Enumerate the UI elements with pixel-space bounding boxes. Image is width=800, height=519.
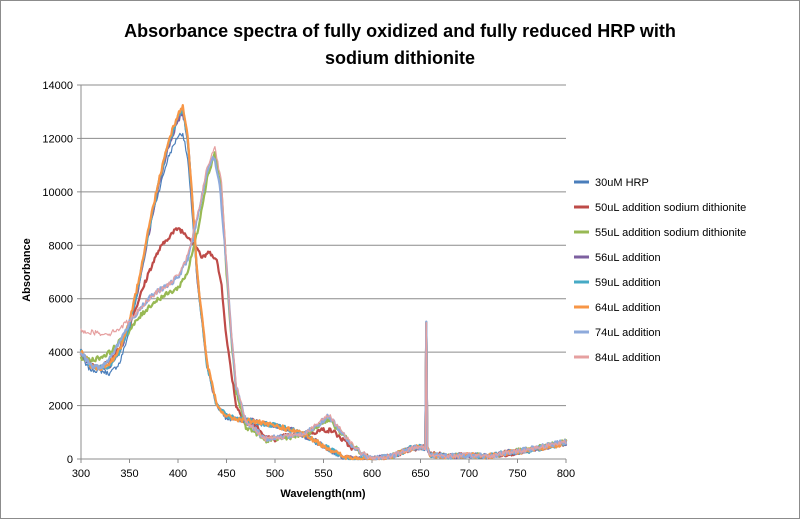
y-tick-labels: 0 2000 4000 6000 8000 10000 12000 14000 — [42, 80, 73, 466]
legend-entry-label: 59uL addition — [595, 277, 661, 289]
x-tick-label: 300 — [72, 468, 90, 480]
y-tick-label: 0 — [67, 454, 73, 466]
legend-entry-label: 84uL addition — [595, 352, 661, 364]
x-tick-label: 400 — [169, 468, 187, 480]
x-axis-title: Wavelength(nm) — [280, 488, 365, 500]
x-tick-label: 600 — [363, 468, 381, 480]
x-tick-label: 500 — [266, 468, 284, 480]
y-axis-title: Absorbance — [21, 238, 33, 302]
x-tick-label: 700 — [460, 468, 478, 480]
y-tick-label: 2000 — [49, 401, 73, 413]
chart-title-line-1: Absorbance spectra of fully oxidized and… — [124, 21, 676, 41]
chart-title-line-2: sodium dithionite — [325, 48, 475, 68]
x-tick-labels: 300 350 400 450 500 550 600 650 700 750 800 — [72, 468, 575, 480]
plot-series — [79, 104, 568, 461]
x-tick-label: 750 — [508, 468, 526, 480]
legend-entry-label: 30uM HRP — [595, 177, 649, 189]
legend-entry-label: 56uL addition — [595, 252, 661, 264]
legend-entry-label: 50uL addition sodium dithionite — [595, 202, 746, 214]
y-tick-label: 10000 — [42, 187, 73, 199]
series-line — [80, 146, 567, 460]
y-tick-label: 12000 — [42, 133, 73, 145]
x-tick-label: 650 — [411, 468, 429, 480]
x-tick-label: 550 — [314, 468, 332, 480]
y-tick-label: 6000 — [49, 294, 73, 306]
x-tick-label: 450 — [217, 468, 235, 480]
x-tick-label: 800 — [557, 468, 575, 480]
y-tick-label: 14000 — [42, 80, 73, 92]
legend: 30uM HRP 50uL addition sodium dithionite 5… — [574, 177, 746, 364]
y-tick-label: 8000 — [49, 240, 73, 252]
legend-entry-label: 64uL addition — [595, 302, 661, 314]
y-tick-label: 4000 — [49, 347, 73, 359]
x-tick-label: 350 — [120, 468, 138, 480]
legend-entry-label: 55uL addition sodium dithionite — [595, 227, 746, 239]
legend-entry-label: 74uL addition — [595, 327, 661, 339]
